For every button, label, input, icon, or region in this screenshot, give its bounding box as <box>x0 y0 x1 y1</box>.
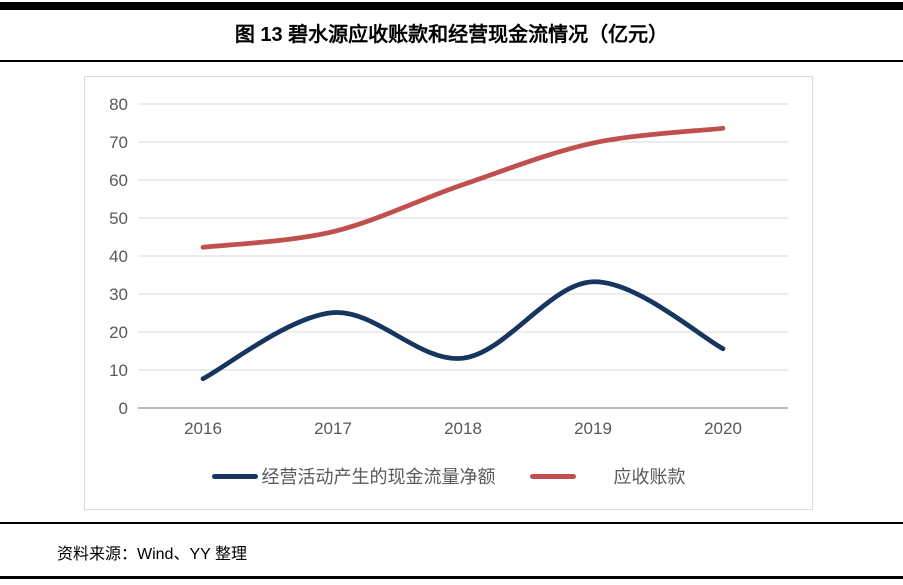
x-axis-tick-label: 2020 <box>704 419 742 438</box>
x-axis-tick-label: 2019 <box>574 419 612 438</box>
source-text: 资料来源：Wind、YY 整理 <box>57 546 247 563</box>
y-axis-tick-label: 30 <box>109 285 128 304</box>
top-rule <box>0 2 903 10</box>
y-axis-tick-label: 70 <box>109 133 128 152</box>
legend-label-receivables: 应收账款 <box>613 467 686 487</box>
source-rule <box>0 522 903 524</box>
y-axis-tick-label: 20 <box>109 323 128 342</box>
y-axis-tick-label: 0 <box>119 399 128 418</box>
legend-item-cashflow: 经营活动产生的现金流量净额 <box>211 463 496 489</box>
y-axis-tick-label: 40 <box>109 247 128 266</box>
legend-label-cashflow: 经营活动产生的现金流量净额 <box>261 467 496 487</box>
receivables-series-line <box>200 125 726 250</box>
y-axis-tick-label: 10 <box>109 361 128 380</box>
y-axis-tick-label: 60 <box>109 171 128 190</box>
cashflow-series-line <box>200 279 726 382</box>
bottom-rule <box>0 576 903 579</box>
x-axis-tick-label: 2017 <box>314 419 352 438</box>
receivables-line-swatch <box>529 473 576 479</box>
chart-legend: 经营活动产生的现金流量净额 应收账款 <box>85 463 812 489</box>
figure-title: 图 13 碧水源应收账款和经营现金流情况（亿元） <box>234 24 669 46</box>
legend-item-receivables: 应收账款 <box>529 463 686 489</box>
x-axis-tick-label: 2016 <box>184 419 222 438</box>
title-rule <box>0 60 903 62</box>
chart-canvas: 0 10 20 30 40 50 60 70 80 2016 2017 2018 2019 2020 <box>109 95 788 438</box>
cashflow-line-swatch <box>211 473 258 479</box>
chart-frame: 0 10 20 30 40 50 60 70 80 2016 2017 2018 2019 2020 经营… <box>84 76 813 510</box>
y-axis-tick-label: 50 <box>109 209 128 228</box>
y-axis-tick-label: 80 <box>109 95 128 114</box>
x-axis-tick-label: 2018 <box>444 419 482 438</box>
